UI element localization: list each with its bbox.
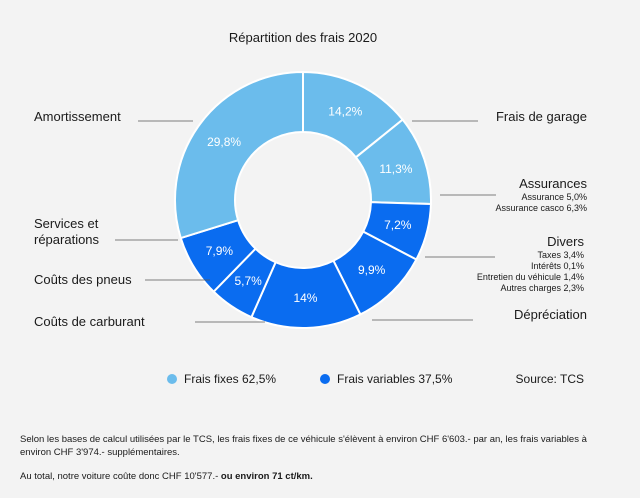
callout-label-services-et-reparations-2: réparations	[34, 232, 100, 247]
slice-value-couts-de-carburant: 14%	[293, 291, 317, 305]
source-label: Source: TCS	[516, 372, 584, 386]
slice-value-frais-de-garage: 14,2%	[328, 105, 362, 119]
callout-detail-divers-2: Intérêts 0,1%	[531, 261, 584, 271]
legend-swatch-frais-fixes-62-5	[167, 374, 177, 384]
slice-value-couts-des-pneus: 5,7%	[234, 274, 262, 288]
callout-detail-assurances-2: Assurance casco 6,3%	[495, 203, 587, 213]
chart-title: Répartition des frais 2020	[229, 30, 377, 45]
callout-detail-divers-3: Entretien du véhicule 1,4%	[477, 272, 584, 282]
slice-amortissement	[174, 70, 304, 240]
slice-value-depreciation: 9,9%	[358, 263, 386, 277]
callout-label-frais-de-garage: Frais de garage	[496, 109, 587, 124]
footnote-1: Selon les bases de calcul utilisées par …	[20, 434, 587, 458]
slice-value-services-et-reparations: 7,9%	[206, 244, 234, 258]
legend-label-frais-variables-37-5: Frais variables 37,5%	[337, 372, 453, 386]
callout-label-depreciation: Dépréciation	[514, 307, 587, 322]
slice-value-amortissement: 29,8%	[207, 135, 241, 149]
footnote-2-emphasis: ou environ 71 ct/km.	[220, 471, 313, 482]
slice-value-assurances: 11,3%	[379, 162, 412, 176]
callout-label-divers: Divers	[547, 234, 584, 249]
callout-detail-assurances-1: Assurance 5,0%	[521, 192, 587, 202]
legend-swatch-frais-variables-37-5	[320, 374, 330, 384]
callout-detail-divers-4: Autres charges 2,3%	[500, 283, 584, 293]
callout-label-amortissement: Amortissement	[34, 109, 121, 124]
legend-label-frais-fixes-62-5: Frais fixes 62,5%	[184, 372, 276, 386]
donut-chart: Répartition des frais 2020 14,2% 11,3% 7,2…	[34, 30, 587, 386]
callout-label-couts-des-pneus: Coûts des pneus	[34, 272, 132, 287]
callout-label-assurances: Assurances	[519, 176, 587, 191]
callout-label-couts-de-carburant: Coûts de carburant	[34, 314, 145, 329]
slice-value-divers: 7,2%	[384, 218, 412, 232]
footnote-2: Au total, notre voiture coûte donc CHF 1…	[20, 470, 620, 483]
callout-detail-divers-1: Taxes 3,4%	[537, 250, 584, 260]
footnote-2-text: Au total, notre voiture coûte donc CHF 1…	[20, 471, 221, 482]
callout-label-services-et-reparations-1: Services et	[34, 216, 99, 231]
